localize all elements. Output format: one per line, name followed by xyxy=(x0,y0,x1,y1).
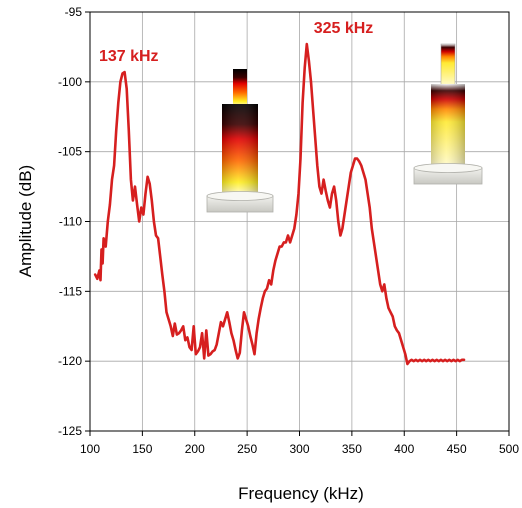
x-tick-label: 150 xyxy=(132,442,152,456)
y-tick-label: -105 xyxy=(58,145,82,159)
resonator-model-325khz xyxy=(413,43,483,185)
resonator-model-137khz xyxy=(206,69,274,213)
y-tick-label: -95 xyxy=(65,5,83,19)
y-axis-title: Amplitude (dB) xyxy=(16,165,35,277)
y-tick-label: -110 xyxy=(59,215,82,229)
tick-labels: 100 150 200 250 300 350 400 450 500 -95 -100 -105 -1… xyxy=(58,5,519,456)
plot-frame xyxy=(89,11,510,432)
x-tick-label: 450 xyxy=(447,442,467,456)
y-tick-label: -100 xyxy=(58,75,82,89)
x-axis-title: Frequency (kHz) xyxy=(238,484,364,503)
peak-label: 137 kHz xyxy=(99,48,159,65)
x-tick-label: 300 xyxy=(289,442,309,456)
x-tick-label: 200 xyxy=(185,442,205,456)
x-tick-label: 350 xyxy=(342,442,362,456)
y-tick-label: -115 xyxy=(59,284,82,298)
x-tick-label: 100 xyxy=(80,442,100,456)
x-tick-label: 250 xyxy=(237,442,257,456)
x-tick-label: 400 xyxy=(394,442,414,456)
peak-annotations: 137 kHz 325 kHz xyxy=(99,20,373,65)
peak-label: 325 kHz xyxy=(314,20,374,37)
series-line xyxy=(93,42,466,366)
x-tick-label: 500 xyxy=(499,442,519,456)
y-tick-label: -120 xyxy=(58,354,82,368)
y-tick-label: -125 xyxy=(58,424,82,438)
